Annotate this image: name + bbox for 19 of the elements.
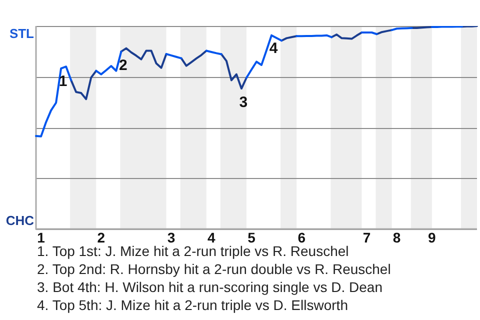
x-tick-label: 3 xyxy=(167,229,176,246)
text: 1. Top 1st: J. Mize hit a 2-run triple vs R. Reuschel xyxy=(37,243,349,259)
x-tick-label: 4 xyxy=(208,229,216,246)
x-tick-label: 7 xyxy=(362,229,371,246)
text: 3. Bot 4th: H. Wilson hit a run-scoring single vs D. Dean xyxy=(37,278,384,296)
annotation: 4 xyxy=(269,40,278,58)
text: CHC xyxy=(4,213,34,229)
x-tick-label: 6 xyxy=(298,229,306,246)
annotation: 2 xyxy=(119,56,128,74)
x-tick-label: 1 xyxy=(37,229,46,246)
x-tick-label: 9 xyxy=(428,229,436,246)
text: STL xyxy=(8,26,34,42)
text: 4. Top 5th: J. Mize hit a 2-run triple vs D. Ellsworth xyxy=(37,296,349,314)
x-tick-label: 5 xyxy=(248,229,256,246)
x-tick-label: 2 xyxy=(97,229,106,246)
x-tick-label: 8 xyxy=(392,229,401,246)
annotation: 3 xyxy=(239,94,248,111)
annotation: 1 xyxy=(58,73,68,90)
text: 2. Top 2nd: R. Hornsby hit a 2-run double vs R. Reuschel xyxy=(37,260,391,278)
